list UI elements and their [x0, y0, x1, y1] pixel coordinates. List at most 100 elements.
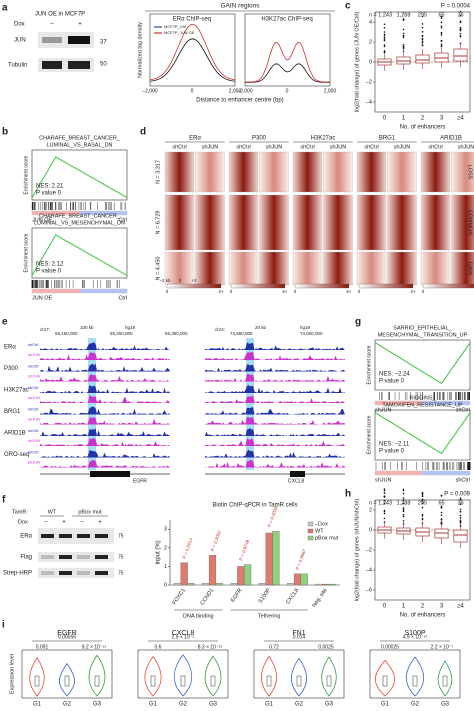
- signal: [40, 342, 170, 350]
- x-tick-label: G1: [33, 702, 42, 708]
- label: P value 0: [379, 379, 405, 385]
- label: P = 0.0004: [441, 4, 471, 10]
- label: Distance to enhancer centre (bp): [196, 98, 283, 104]
- label: ERα: [189, 136, 201, 142]
- axes: [244, 13, 331, 87]
- signal: [205, 395, 345, 403]
- label: GAIN: [467, 262, 473, 275]
- label: 2.9 × 10⁻⁵: [172, 634, 195, 640]
- rank-bar: [79, 211, 127, 215]
- axes: [374, 409, 471, 461]
- color-scale: [358, 283, 414, 289]
- bar: [202, 582, 210, 586]
- outlier: [421, 42, 424, 44]
- label: P value 0: [36, 269, 62, 275]
- signal: [205, 449, 345, 458]
- y-tick-label: 1: [164, 564, 167, 570]
- label: P = 0.009: [444, 492, 470, 498]
- outlier: [421, 26, 424, 29]
- label: GRO-seq: [4, 452, 29, 458]
- outlier: [421, 500, 424, 502]
- y-tick-label: 0: [369, 527, 372, 533]
- band: [41, 555, 54, 559]
- rank-bar: [422, 401, 470, 405]
- y-tick-label: 0: [164, 582, 167, 588]
- color-scale: [166, 283, 222, 289]
- box: [415, 54, 430, 64]
- signal: [40, 363, 170, 372]
- label: 65: [438, 12, 444, 18]
- legend-swatch: [307, 528, 314, 534]
- label: shCtrl: [28, 364, 39, 369]
- heatmap-block: [323, 151, 353, 193]
- outlier: [383, 488, 386, 490]
- violin: [144, 655, 162, 697]
- label: Ctrl: [118, 295, 127, 301]
- signal: [205, 342, 345, 350]
- legend-swatch: [307, 535, 314, 541]
- heatmap-block: [387, 194, 417, 251]
- panel-label: c: [345, 1, 351, 12]
- label: 74,600,000: [300, 331, 323, 336]
- label: shCtrl: [300, 144, 314, 150]
- label: 0: [286, 88, 289, 94]
- outlier: [459, 20, 462, 22]
- label: 55,350,000: [165, 331, 188, 336]
- outlier: [383, 492, 386, 494]
- outlier: [402, 515, 405, 518]
- label: MCF7P_Ctrl: [164, 24, 186, 29]
- label: EGFR: [57, 630, 76, 637]
- outlier: [421, 513, 424, 516]
- label: RIGGINS_: [409, 395, 436, 401]
- x-tick-label: 3: [440, 116, 444, 122]
- outlier: [440, 27, 443, 29]
- label: Enrichment score: [23, 155, 29, 194]
- outlier: [402, 36, 405, 39]
- label: hg19: [300, 325, 311, 330]
- label: chr4:: [215, 327, 225, 332]
- signal: [40, 416, 170, 425]
- band: [68, 36, 90, 44]
- color-scale: [230, 283, 286, 289]
- label: 9.2 × 10⁻¹⁵: [82, 644, 107, 650]
- label: Expression level: [9, 654, 15, 694]
- outlier: [402, 45, 405, 48]
- label: shJUN: [458, 144, 474, 150]
- outlier: [383, 510, 386, 513]
- label: Normalized tag density: [137, 22, 143, 78]
- x-tick-label: G1: [149, 702, 158, 708]
- label: CXCL8: [288, 478, 304, 484]
- label: WT: [48, 509, 57, 515]
- label: 0: [294, 289, 297, 294]
- highlight: [246, 338, 254, 470]
- label: N = 6,729: [155, 210, 161, 234]
- label: shCtrl: [28, 385, 39, 390]
- label: BRG1: [4, 409, 21, 415]
- label: shCtrl: [456, 407, 470, 413]
- outlier: [440, 32, 443, 35]
- outlier: [421, 40, 424, 42]
- x-tick-label: G3: [93, 702, 102, 708]
- label: 0.014: [293, 634, 306, 640]
- outlier: [421, 44, 424, 47]
- label: P = 0.9987: [295, 548, 307, 571]
- outlier: [402, 510, 405, 513]
- outlier: [440, 505, 443, 508]
- label: shCtrl: [172, 144, 186, 150]
- label: SARRIO_EPITHELIAL_: [393, 325, 452, 331]
- outlier: [402, 492, 405, 495]
- y-tick-label: –2: [366, 547, 372, 553]
- signal: [40, 450, 170, 458]
- bar: [173, 582, 181, 586]
- label: 74,550,000: [230, 331, 253, 336]
- outlier: [421, 494, 424, 496]
- heatmap-block: [356, 251, 387, 286]
- outlier: [440, 519, 443, 521]
- bar: [322, 583, 330, 586]
- label: DNA binding: [183, 613, 214, 619]
- heatmap-block: [195, 251, 225, 286]
- label: 37: [100, 40, 107, 46]
- label: shJUN: [330, 144, 347, 150]
- blot: [38, 568, 114, 578]
- outlier: [421, 15, 424, 18]
